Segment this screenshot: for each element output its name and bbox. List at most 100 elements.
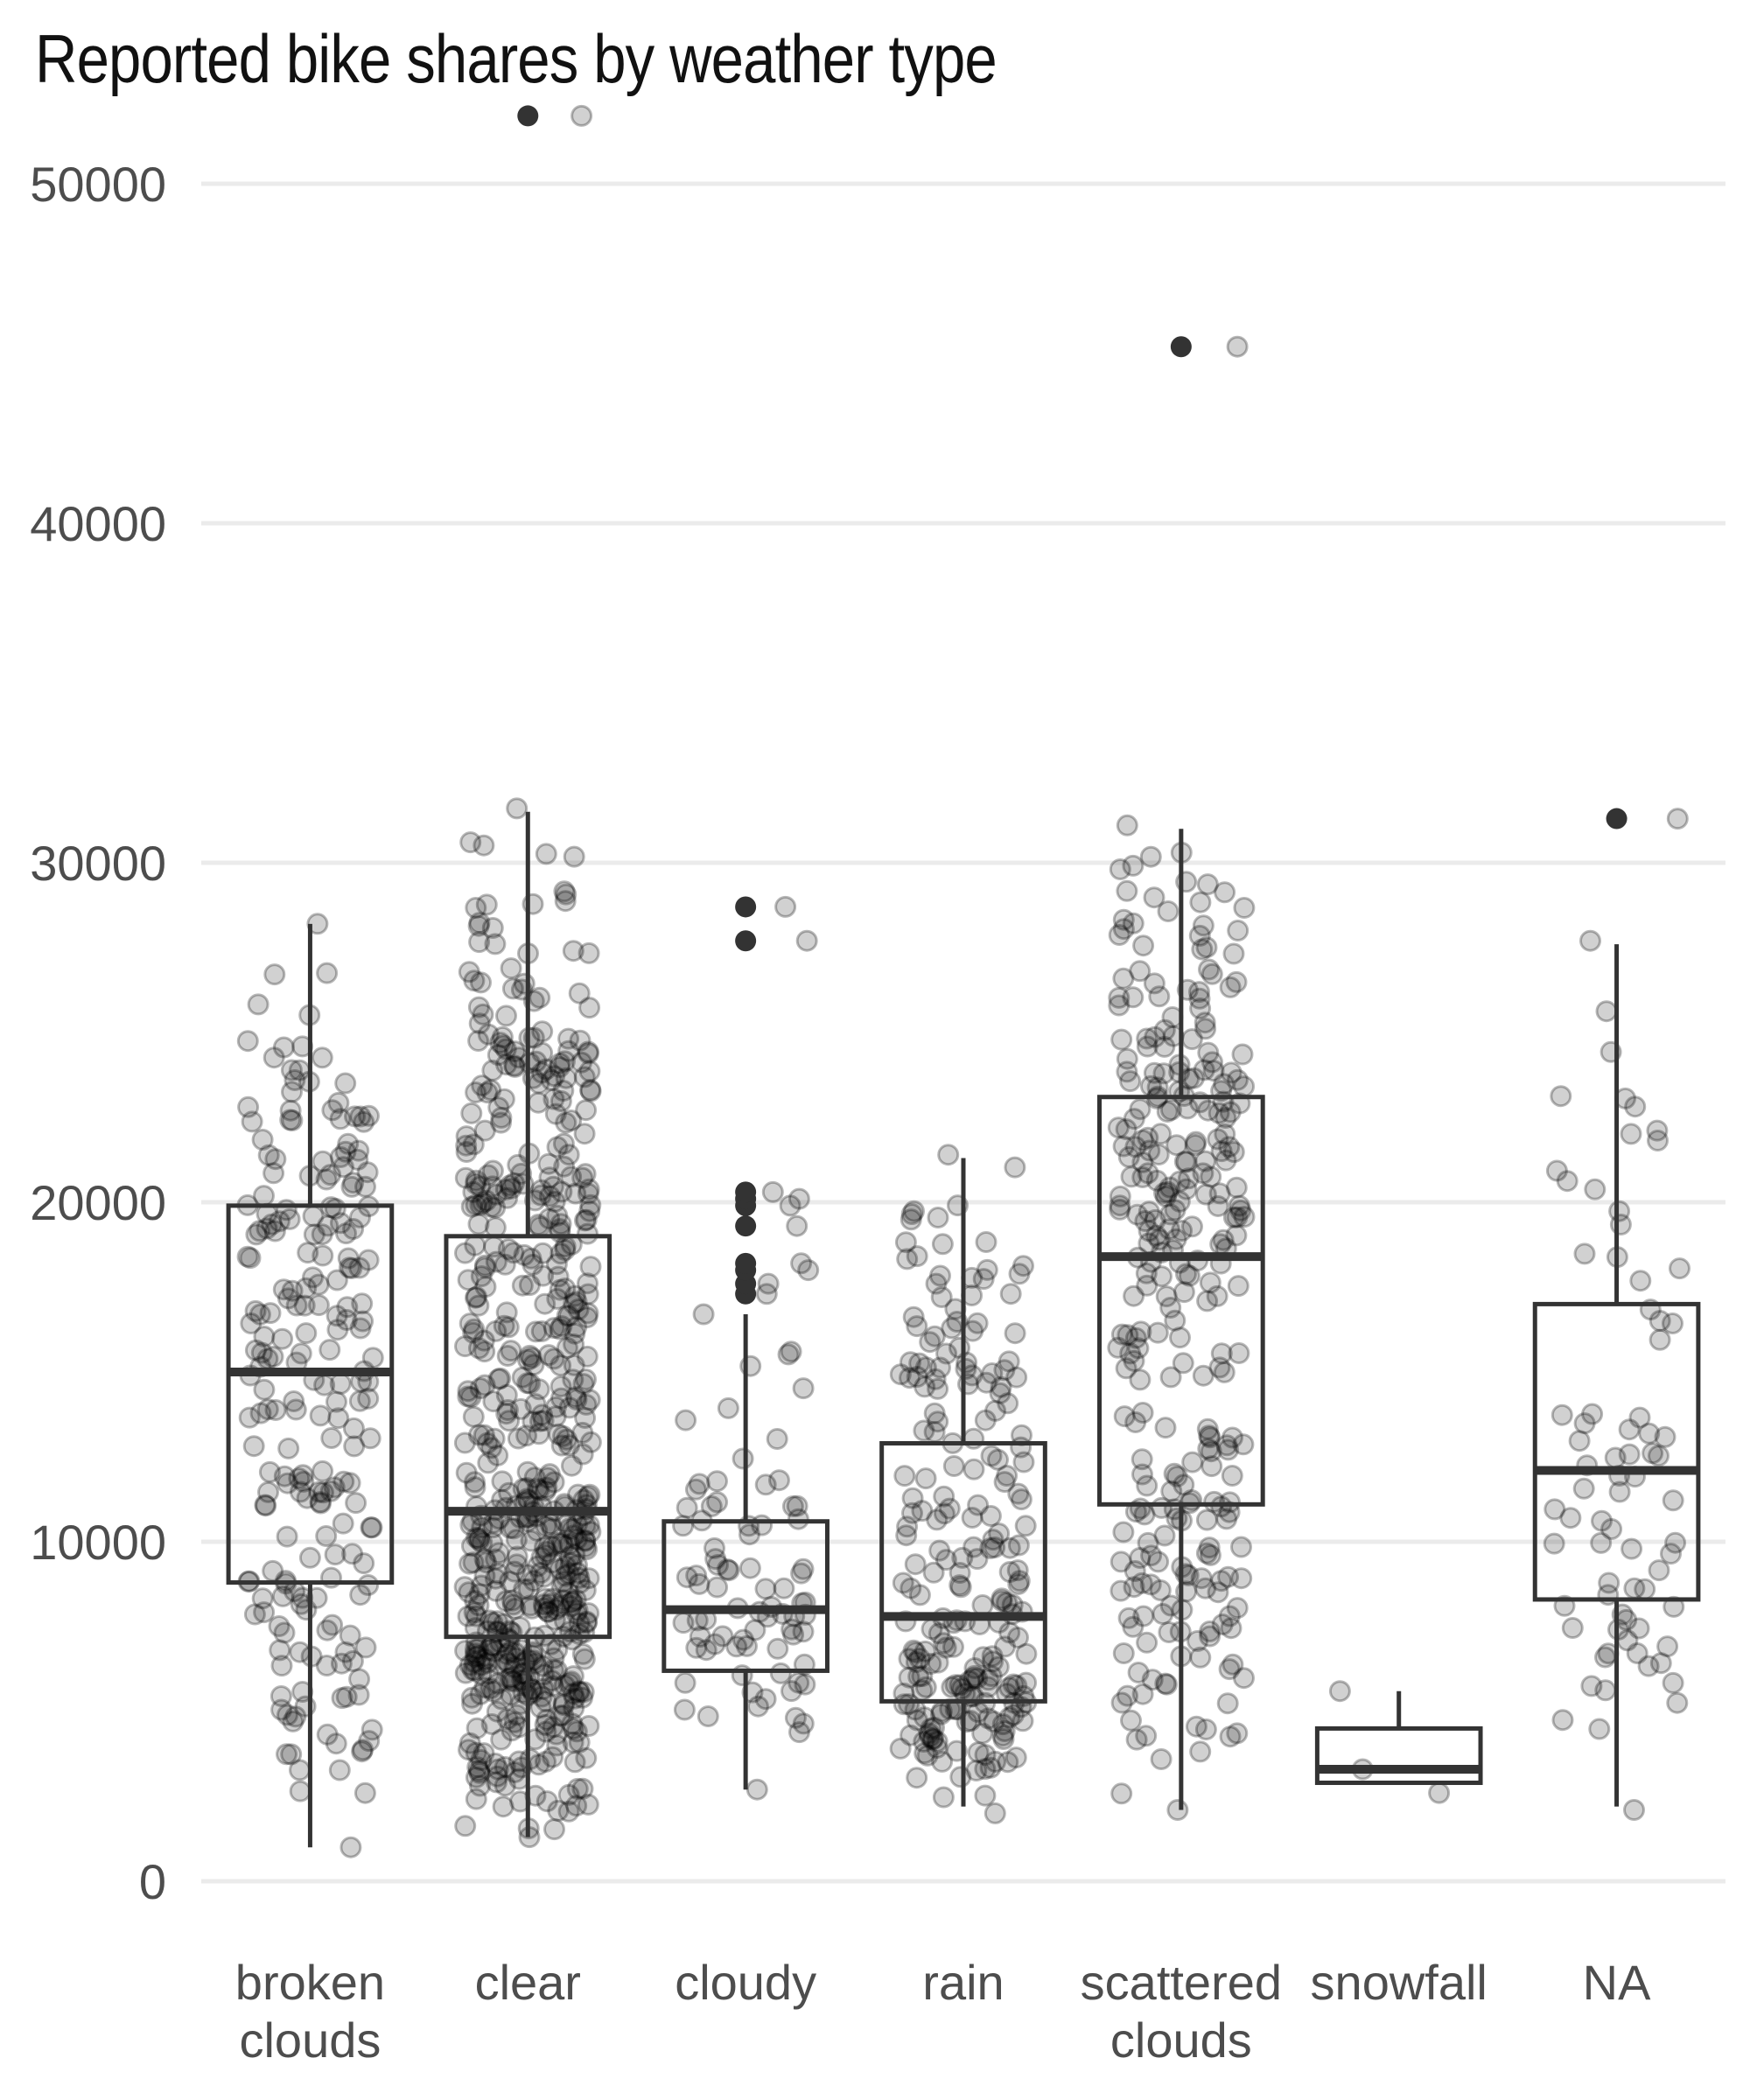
jitter-point: [556, 1428, 578, 1451]
jitter-point: [1660, 1543, 1682, 1565]
jitter-point: [555, 883, 578, 906]
jitter-point: [562, 940, 584, 962]
jitter-point: [1139, 1573, 1162, 1596]
jitter-point: [927, 1207, 949, 1228]
jitter-point: [552, 1424, 575, 1447]
jitter-point: [465, 1605, 487, 1628]
jitter-point: [975, 1371, 998, 1394]
jitter-point: [1182, 1067, 1205, 1089]
jitter-point: [1196, 1418, 1219, 1440]
jitter-point: [489, 1367, 512, 1390]
jitter-point: [467, 996, 490, 1018]
jitter-point: [550, 1180, 573, 1203]
jitter-point: [465, 1172, 487, 1195]
jitter-point: [971, 1722, 994, 1745]
jitter-point: [467, 1527, 490, 1550]
jitter-point: [692, 1303, 715, 1326]
jitter-point: [505, 1529, 528, 1551]
jitter-point: [469, 1377, 492, 1400]
jitter-point: [991, 1713, 1014, 1736]
jitter-point: [269, 1639, 291, 1662]
jitter-point: [517, 1348, 539, 1371]
jitter-point: [239, 1247, 262, 1270]
jitter-point: [688, 1572, 710, 1595]
jitter-point: [480, 1713, 503, 1735]
jitter-point: [575, 1099, 598, 1122]
jitter-point: [967, 1494, 990, 1516]
jitter-point: [472, 1003, 494, 1026]
jitter-point: [919, 1726, 942, 1748]
jitter-point: [906, 1315, 928, 1338]
jitter-point: [455, 1125, 478, 1148]
jitter-point: [948, 1574, 971, 1597]
jitter-point: [507, 1153, 529, 1176]
jitter-point: [530, 1061, 553, 1084]
jitter-point: [273, 1465, 296, 1488]
jitter-point: [506, 1545, 528, 1568]
jitter-point: [1544, 1498, 1566, 1521]
jitter-point: [490, 1728, 513, 1751]
jitter-point: [1117, 1606, 1140, 1629]
jitter-point: [549, 1704, 571, 1727]
jitter-point: [1200, 1166, 1222, 1188]
jitter-point: [1148, 1228, 1171, 1251]
jitter-point: [342, 1172, 365, 1194]
jitter-point: [1584, 1178, 1606, 1200]
jitter-point: [534, 1292, 556, 1315]
jitter-point: [926, 1730, 948, 1753]
jitter-point: [358, 1104, 380, 1127]
jitter-point: [463, 1651, 486, 1674]
jitter-point: [1145, 1224, 1168, 1247]
jitter-point: [472, 834, 495, 857]
jitter-point: [236, 1030, 259, 1053]
jitter-point: [467, 1294, 490, 1317]
jitter-point: [974, 1409, 997, 1432]
jitter-point: [1130, 1320, 1152, 1343]
jitter-point: [1556, 1170, 1578, 1193]
jitter-point: [462, 1133, 485, 1156]
jitter-point: [1572, 1477, 1595, 1500]
jitter-point: [533, 1565, 556, 1588]
jitter-point: [706, 1491, 729, 1514]
jitter-point: [534, 1544, 556, 1566]
jitter-point: [1217, 1565, 1240, 1588]
jitter-point: [1213, 1361, 1236, 1383]
jitter-point: [738, 1557, 761, 1579]
jitter-point: [565, 1602, 588, 1625]
jitter-point: [1199, 1271, 1222, 1294]
jitter-point: [541, 1551, 564, 1574]
jitter-point: [578, 942, 600, 964]
jitter-point: [1130, 1448, 1153, 1471]
jitter-point: [674, 1671, 696, 1694]
jitter-point: [485, 1250, 508, 1273]
jitter-point: [506, 797, 528, 820]
jitter-point: [463, 1318, 486, 1340]
jitter-point: [754, 1688, 777, 1711]
jitter-point: [929, 1264, 951, 1287]
jitter-point: [1212, 1228, 1235, 1251]
jitter-point: [935, 1342, 958, 1365]
jitter-point: [545, 1599, 568, 1621]
jitter-point: [1664, 1531, 1687, 1554]
jitter-point: [983, 1711, 1005, 1732]
jitter-point: [547, 1265, 570, 1288]
jitter-point: [578, 1567, 600, 1590]
jitter-point: [466, 1756, 489, 1779]
jitter-point: [465, 1169, 487, 1192]
jitter-point: [895, 1524, 918, 1547]
jitter-point: [972, 1268, 995, 1291]
jitter-point: [792, 1712, 815, 1735]
jitter-point: [459, 831, 482, 854]
jitter-point: [321, 1099, 344, 1122]
jitter-point: [1166, 1799, 1189, 1821]
jitter-point: [1158, 1176, 1181, 1199]
jitter-point: [984, 1399, 1007, 1422]
jitter-point: [535, 1750, 556, 1773]
jitter-point: [1226, 1206, 1249, 1228]
jitter-point: [1124, 1411, 1147, 1433]
jitter-point: [519, 1594, 542, 1617]
jitter-point: [1598, 1572, 1620, 1594]
jitter-point: [537, 1344, 560, 1367]
jitter-point: [930, 1700, 953, 1723]
jitter-point: [276, 1743, 298, 1766]
